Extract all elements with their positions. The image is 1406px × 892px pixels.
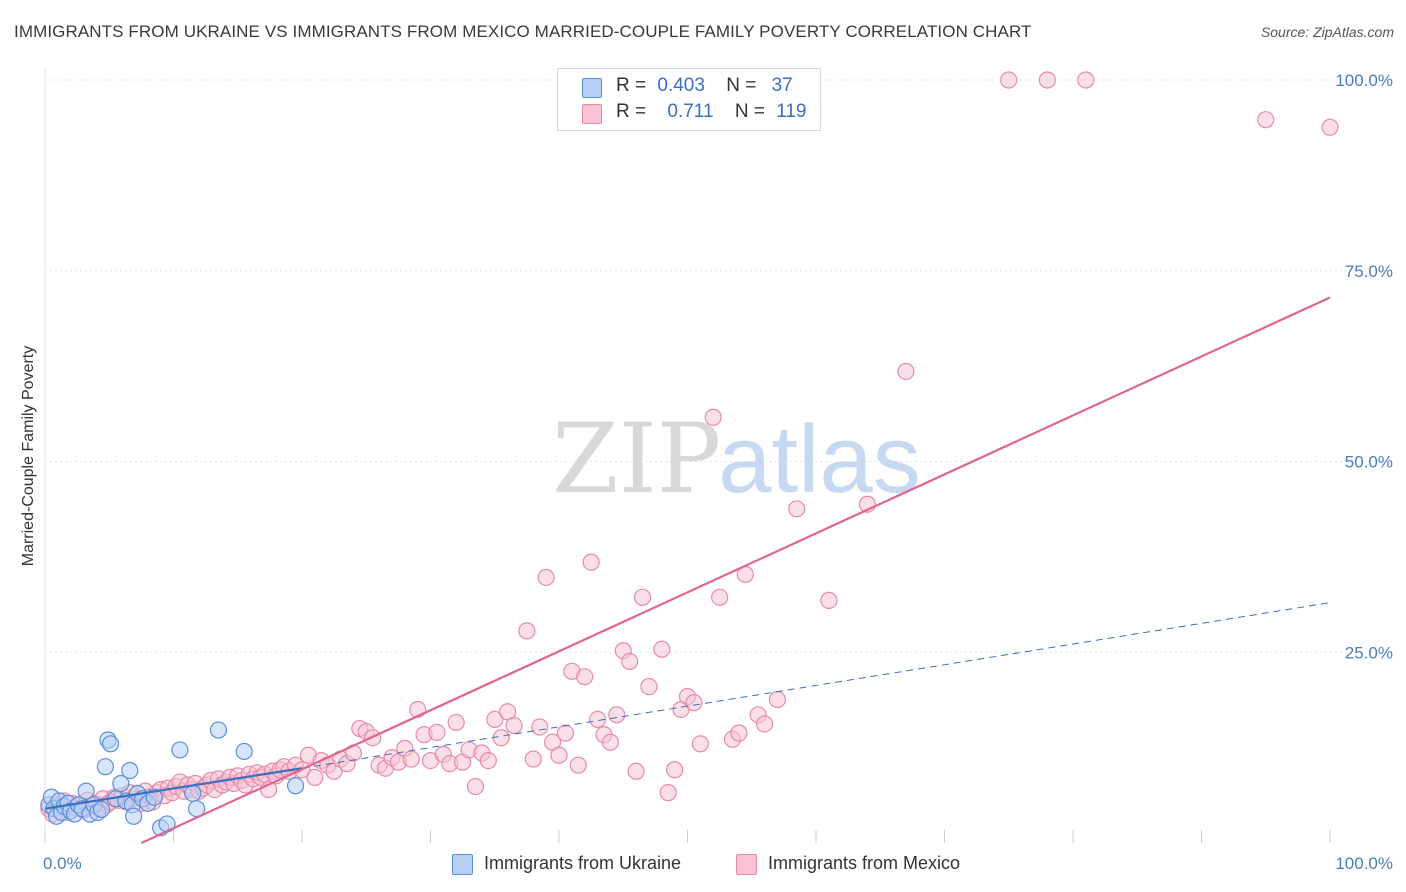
point-mexico — [556, 724, 575, 742]
point-mexico — [633, 588, 652, 606]
point-ukraine — [125, 807, 143, 825]
y-tick-label-50: 50.0% — [1345, 453, 1393, 472]
point-mexico — [608, 706, 626, 724]
point-mexico — [505, 716, 523, 735]
point-mexico — [704, 408, 722, 426]
point-mexico — [428, 723, 446, 741]
point-mexico — [518, 622, 536, 640]
point-mexico — [466, 777, 485, 796]
point-mexico — [627, 762, 645, 780]
point-mexico — [653, 640, 671, 658]
point-mexico — [691, 735, 709, 753]
point-mexico — [447, 713, 465, 732]
point-ukraine — [77, 782, 95, 800]
x-tick-label-0: 0.0% — [43, 854, 82, 873]
trend-line-mexico — [140, 296, 1331, 844]
point-mexico — [588, 710, 607, 728]
chart-source: Source: ZipAtlas.com — [1260, 24, 1394, 40]
point-mexico — [499, 703, 517, 721]
point-ukraine — [101, 735, 120, 753]
legend-n-value-ukraine: 37 — [771, 75, 793, 96]
point-mexico — [550, 746, 568, 764]
y-tick-label-100: 100.0% — [1335, 71, 1393, 90]
point-ukraine — [171, 741, 189, 759]
legend-n-value-mexico: 119 — [776, 101, 807, 122]
chart-title: IMMIGRANTS FROM UKRAINE VS IMMIGRANTS FR… — [14, 22, 1032, 41]
legend-n-label: N = — [734, 101, 765, 122]
bottom-legend-label-mexico: Immigrants from Mexico — [768, 853, 961, 873]
trend-lines — [44, 296, 1331, 844]
bottom-legend-swatch-mexico — [736, 854, 757, 875]
watermark-zip: ZIP — [552, 403, 721, 515]
point-mexico — [659, 784, 677, 802]
point-mexico — [582, 553, 600, 571]
trend-line-ukraine-solid — [44, 767, 303, 810]
point-mexico — [1257, 111, 1275, 129]
point-mexico — [788, 500, 806, 518]
trend-line-ukraine-dashed — [301, 602, 1331, 769]
point-mexico — [486, 710, 504, 728]
point-mexico — [755, 715, 774, 733]
watermark: ZIP atlas — [552, 403, 921, 515]
legend-r-label: R = — [616, 75, 647, 96]
point-mexico — [1321, 118, 1339, 136]
point-ukraine — [96, 758, 114, 776]
point-mexico — [531, 718, 549, 736]
bottom-legend-swatch-ukraine — [452, 854, 473, 875]
bottom-legend-label-ukraine: Immigrants from Ukraine — [484, 853, 682, 873]
point-mexico — [666, 761, 684, 779]
point-mexico — [569, 756, 587, 774]
y-tick-label-75: 75.0% — [1345, 262, 1393, 281]
point-ukraine — [286, 777, 305, 795]
point-mexico — [820, 591, 838, 609]
point-mexico — [576, 668, 594, 686]
y-tick-label-25: 25.0% — [1345, 643, 1393, 662]
axis-ticks: 25.0% 50.0% 75.0% 100.0% 0.0% 100.0% — [43, 71, 1393, 873]
point-mexico — [621, 652, 639, 671]
legend-swatch-ukraine — [582, 78, 602, 98]
legend-r-label: R = — [616, 101, 647, 122]
point-mexico — [306, 768, 324, 786]
legend-r-value-ukraine: 0.403 — [657, 75, 705, 96]
legend-r-value-mexico: 0.711 — [667, 101, 714, 122]
point-ukraine — [235, 742, 253, 761]
grid-lines — [44, 68, 1392, 843]
point-ukraine — [112, 774, 130, 793]
point-ukraine — [209, 721, 228, 739]
legend-n-label: N = — [726, 75, 757, 96]
point-mexico — [402, 750, 420, 768]
point-mexico — [730, 724, 748, 742]
point-ukraine — [92, 800, 111, 819]
point-mexico — [1000, 71, 1018, 89]
x-tick-label-100: 100.0% — [1335, 854, 1393, 873]
point-mexico — [524, 750, 542, 768]
point-ukraine — [121, 761, 139, 780]
point-mexico — [685, 694, 703, 712]
point-mexico — [897, 362, 915, 381]
watermark-atlas: atlas — [718, 406, 921, 513]
point-mexico — [1038, 71, 1056, 89]
point-ukraine — [184, 784, 202, 803]
point-mexico — [711, 588, 729, 606]
point-mexico — [601, 733, 620, 751]
point-mexico — [640, 677, 658, 696]
point-mexico — [492, 729, 510, 747]
correlation-legend: R = 0.403 N = 37 R = 0.711 N = 119 — [557, 68, 821, 131]
point-mexico — [768, 690, 787, 709]
legend-swatch-mexico — [582, 104, 602, 124]
point-mexico — [1077, 71, 1095, 89]
point-mexico — [479, 751, 497, 770]
point-mexico — [537, 568, 555, 587]
